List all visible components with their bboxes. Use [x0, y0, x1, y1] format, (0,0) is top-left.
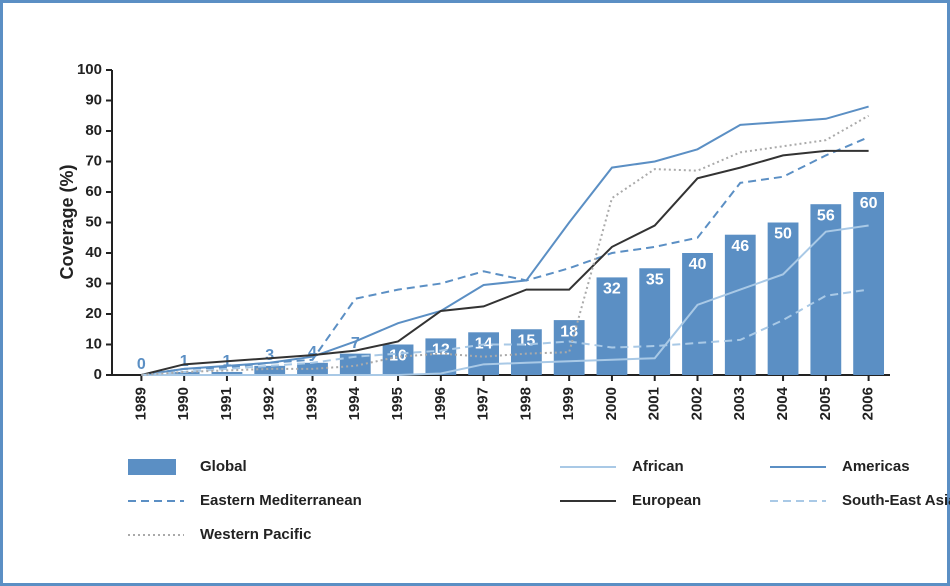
x-tick-label: 2000: [603, 387, 620, 420]
y-tick-label: 50: [85, 213, 102, 230]
bar-value-label: 35: [646, 271, 664, 288]
bar: [254, 365, 286, 375]
y-tick-label: 30: [85, 274, 102, 291]
x-tick-label: 2004: [774, 386, 791, 420]
bar: [853, 192, 885, 375]
x-tick-label: 1998: [517, 387, 534, 420]
series-line: [141, 136, 870, 376]
x-tick-label: 2003: [731, 387, 748, 420]
legend-label: Eastern Mediterranean: [200, 492, 362, 509]
y-tick-label: 60: [85, 183, 102, 200]
bar: [382, 344, 414, 375]
x-tick-label: 1993: [303, 387, 320, 420]
bar-value-label: 46: [731, 238, 749, 255]
legend-swatch: [128, 459, 176, 475]
bar: [553, 320, 585, 375]
y-tick-label: 20: [85, 305, 102, 322]
bar-value-label: 32: [603, 281, 621, 298]
x-tick-label: 1990: [175, 387, 192, 420]
bar-value-label: 7: [351, 335, 360, 352]
series-line: [141, 149, 869, 376]
bar-value-label: 56: [817, 207, 835, 224]
bar-value-label: 15: [517, 332, 535, 349]
bar-value-label: 4: [308, 344, 317, 361]
bar: [510, 329, 542, 375]
bar: [682, 253, 713, 375]
series-line: [141, 224, 869, 376]
x-tick-label: 1992: [261, 387, 278, 420]
legend-label: Global: [200, 458, 247, 475]
bar-value-label: 10: [389, 348, 407, 365]
y-axis-label: Coverage (%): [57, 164, 77, 279]
bar-value-label: 3: [265, 347, 274, 364]
y-tick-label: 80: [85, 122, 102, 139]
y-tick-label: 90: [85, 91, 102, 108]
x-tick-label: 1996: [432, 387, 449, 420]
x-tick-label: 2006: [860, 387, 877, 420]
y-tick-label: 0: [94, 366, 102, 383]
y-tick-label: 100: [77, 61, 102, 78]
legend-label: South-East Asia: [842, 492, 950, 509]
y-tick-label: 10: [85, 335, 102, 352]
y-tick-label: 40: [85, 244, 102, 261]
bar: [339, 353, 371, 375]
x-tick-label: 1995: [389, 387, 406, 420]
x-tick-label: 2002: [688, 387, 705, 420]
legend-label: African: [632, 458, 684, 475]
x-tick-label: 2001: [646, 387, 663, 420]
series-line: [141, 288, 869, 376]
x-tick-label: 1989: [132, 387, 149, 420]
legend-label: European: [632, 492, 701, 509]
bar: [767, 222, 799, 375]
bar: [724, 234, 756, 375]
bar-value-label: 60: [860, 195, 878, 212]
series-line: [141, 114, 870, 376]
bar-value-label: 40: [689, 256, 707, 273]
legend-label: Western Pacific: [200, 526, 311, 543]
x-tick-label: 1999: [560, 387, 577, 420]
y-tick-label: 70: [85, 152, 102, 169]
x-tick-label: 1997: [475, 387, 492, 420]
x-tick-label: 2005: [817, 387, 834, 420]
bar: [425, 338, 457, 375]
bar: [468, 332, 500, 375]
bar-value-label: 0: [137, 356, 146, 373]
x-tick-label: 1991: [218, 387, 235, 420]
legend-label: Americas: [842, 458, 910, 475]
bar: [211, 371, 243, 375]
bar-value-label: 50: [774, 226, 792, 243]
bar-value-label: 1: [180, 353, 189, 370]
x-tick-label: 1994: [346, 386, 363, 420]
bar: [168, 371, 200, 375]
